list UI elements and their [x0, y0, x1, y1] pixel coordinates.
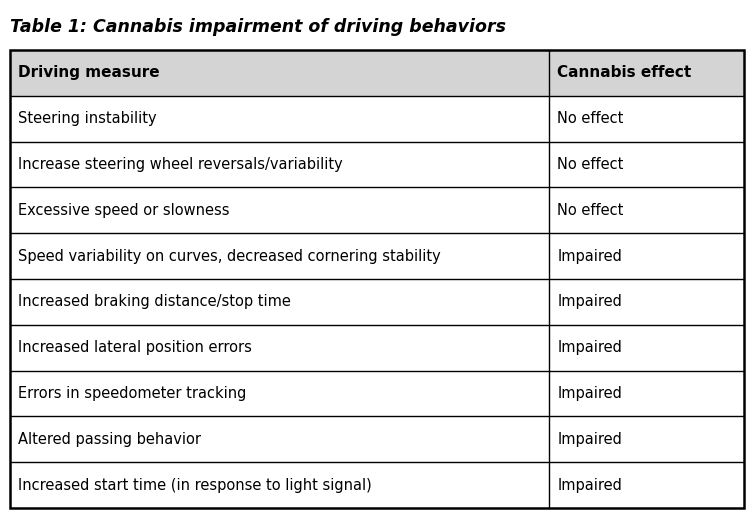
Text: Driving measure: Driving measure — [18, 66, 160, 80]
Text: Impaired: Impaired — [557, 249, 622, 264]
Text: Increased braking distance/stop time: Increased braking distance/stop time — [18, 295, 291, 310]
Text: Impaired: Impaired — [557, 340, 622, 355]
Text: Impaired: Impaired — [557, 478, 622, 493]
Text: Increased start time (in response to light signal): Increased start time (in response to lig… — [18, 478, 372, 493]
Text: Impaired: Impaired — [557, 432, 622, 447]
Text: Increased lateral position errors: Increased lateral position errors — [18, 340, 252, 355]
Text: Impaired: Impaired — [557, 295, 622, 310]
Bar — [10, 50, 744, 96]
Text: Errors in speedometer tracking: Errors in speedometer tracking — [18, 386, 247, 401]
Text: Excessive speed or slowness: Excessive speed or slowness — [18, 203, 229, 218]
Text: Table 1: Cannabis impairment of driving behaviors: Table 1: Cannabis impairment of driving … — [10, 18, 506, 36]
Text: No effect: No effect — [557, 111, 624, 126]
Text: Impaired: Impaired — [557, 386, 622, 401]
Text: Altered passing behavior: Altered passing behavior — [18, 432, 201, 447]
Text: Steering instability: Steering instability — [18, 111, 157, 126]
Text: Increase steering wheel reversals/variability: Increase steering wheel reversals/variab… — [18, 157, 343, 172]
Bar — [10, 50, 744, 508]
Text: Speed variability on curves, decreased cornering stability: Speed variability on curves, decreased c… — [18, 249, 441, 264]
Text: No effect: No effect — [557, 157, 624, 172]
Text: No effect: No effect — [557, 203, 624, 218]
Text: Cannabis effect: Cannabis effect — [557, 66, 691, 80]
